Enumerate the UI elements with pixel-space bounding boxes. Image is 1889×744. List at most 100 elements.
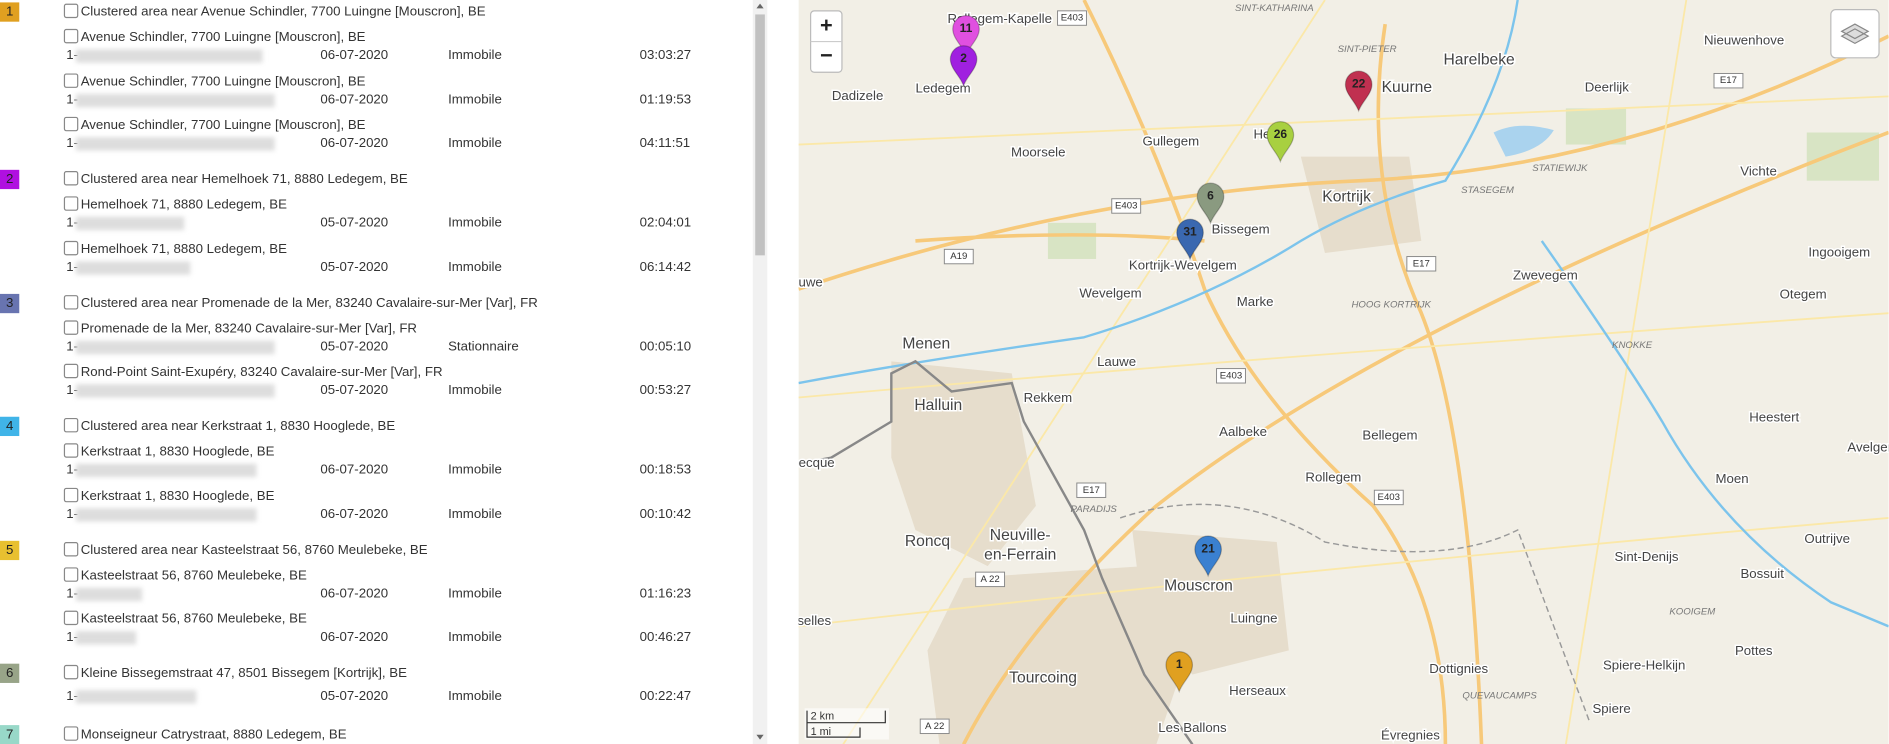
group-title: Clustered area near Hemelhoek 71, 8880 L… xyxy=(80,172,408,187)
item-time: 04:11:51 xyxy=(639,136,691,151)
road-label: A 22 xyxy=(980,574,999,585)
map[interactable]: Rollegem-KapelleLedegemDadizeleHarelbeke… xyxy=(798,0,1889,744)
place-label: Luingne xyxy=(1230,611,1277,626)
road-label: E403 xyxy=(1220,370,1242,381)
place-label: Rekkem xyxy=(1024,390,1073,405)
item-date: 05-07-2020 xyxy=(320,688,389,704)
place-label: Halluin xyxy=(914,397,962,414)
checkbox[interactable] xyxy=(63,541,79,556)
redacted-id xyxy=(75,260,191,275)
checkbox[interactable] xyxy=(63,196,79,211)
map-marker[interactable]: 31 xyxy=(1176,218,1204,261)
place-label: ecque xyxy=(799,455,835,470)
place-label: Dottignies xyxy=(1429,661,1488,676)
checkbox[interactable] xyxy=(63,28,79,44)
area-label: KOOIGEM xyxy=(1669,606,1716,617)
place-label: Spiere xyxy=(1592,701,1630,716)
place-label: Bossuit xyxy=(1740,566,1784,581)
scale-km: 2 km xyxy=(811,711,834,723)
road-shield xyxy=(1111,198,1142,214)
group-number: 7 xyxy=(0,725,20,744)
checkbox[interactable] xyxy=(63,417,79,433)
road-shield xyxy=(943,248,974,265)
map-marker[interactable]: 22 xyxy=(1344,70,1373,113)
scroll-down[interactable] xyxy=(756,734,764,740)
item-id: 1- xyxy=(66,688,79,704)
place-label: Vichte xyxy=(1740,164,1777,179)
place-label: Wevelgem xyxy=(1079,285,1141,300)
item-address: Hemelhoek 71, 8880 Ledegem, BE xyxy=(80,241,287,256)
redacted-id xyxy=(75,384,275,398)
marker-label: 26 xyxy=(1274,127,1288,141)
marker-label: 21 xyxy=(1201,541,1215,555)
road-label: E17 xyxy=(1083,485,1100,496)
place-label: Tourcoing xyxy=(1009,669,1077,686)
checkbox[interactable] xyxy=(63,3,79,19)
checkbox[interactable] xyxy=(63,240,79,255)
group-title: Clustered area near Promenade de la Mer,… xyxy=(80,295,538,311)
scroll-up[interactable] xyxy=(756,3,764,9)
place-label: Ingooigem xyxy=(1808,244,1870,259)
group-title: Clustered area near Kerkstraat 1, 8830 H… xyxy=(80,419,396,434)
area-label: STASEGEM xyxy=(1461,185,1515,196)
road-label: A 22 xyxy=(925,721,944,732)
map-marker[interactable]: 2 xyxy=(949,45,978,88)
checkbox[interactable] xyxy=(63,319,79,335)
place-label: Mouscron xyxy=(1164,578,1233,595)
place-label: Aalbeke xyxy=(1219,424,1267,439)
checkbox[interactable] xyxy=(63,171,79,186)
marker-label: 11 xyxy=(960,21,973,35)
zoom-in[interactable]: + xyxy=(820,12,833,37)
item-date: 06-07-2020 xyxy=(320,629,389,645)
item-status: Immobile xyxy=(448,585,502,601)
checkbox[interactable] xyxy=(63,610,79,626)
map-marker[interactable]: 11 xyxy=(952,15,980,58)
road-label: A19 xyxy=(950,251,967,262)
checkbox[interactable] xyxy=(63,664,79,680)
scroll-thumb[interactable] xyxy=(755,14,765,256)
item-status: Immobile xyxy=(448,383,502,398)
item-date: 05-07-2020 xyxy=(320,383,389,398)
layers-control[interactable] xyxy=(1830,9,1880,59)
checkbox[interactable] xyxy=(63,487,79,502)
area-label: QUEVAUCAMPS xyxy=(1462,691,1537,702)
zoom-control[interactable]: + − xyxy=(810,10,843,73)
place-label: Pottes xyxy=(1735,643,1773,658)
item-date: 05-07-2020 xyxy=(320,215,389,231)
place-label: Ledegem xyxy=(916,81,971,96)
map-marker[interactable]: 6 xyxy=(1196,182,1225,225)
scrollbar[interactable] xyxy=(752,0,768,744)
zoom-out[interactable]: − xyxy=(820,42,833,67)
checkbox[interactable] xyxy=(63,294,79,309)
item-address: Kasteelstraat 56, 8760 Meulebeke, BE xyxy=(80,567,307,583)
lake xyxy=(1493,125,1554,157)
item-date: 06-07-2020 xyxy=(320,92,389,107)
checkbox[interactable] xyxy=(63,566,79,582)
item-date: 05-07-2020 xyxy=(320,339,389,354)
checkbox[interactable] xyxy=(63,443,79,458)
place-label: Kuurne xyxy=(1382,79,1432,96)
place-label: Dadizele xyxy=(832,88,884,103)
minor-roads xyxy=(798,0,1889,744)
checkbox[interactable] xyxy=(63,363,79,379)
checkbox[interactable] xyxy=(63,726,79,741)
place-label: Sint-Denijs xyxy=(1615,549,1679,564)
checkbox[interactable] xyxy=(63,72,79,88)
map-marker[interactable]: 21 xyxy=(1194,535,1222,578)
map-marker[interactable]: 1 xyxy=(1165,651,1194,694)
group-title: Clustered area near Avenue Schindler, 77… xyxy=(80,4,486,20)
redacted-id xyxy=(75,93,275,107)
item-status: Immobile xyxy=(448,259,502,275)
item-id: 1- xyxy=(66,48,79,63)
item-address: Avenue Schindler, 7700 Luingne [Mouscron… xyxy=(80,74,366,89)
item-address: Promenade de la Mer, 83240 Cavalaire-sur… xyxy=(80,320,418,336)
group-number: 5 xyxy=(0,540,20,560)
item-address: Avenue Schindler, 7700 Luingne [Mouscron… xyxy=(80,118,366,133)
item-status: Immobile xyxy=(448,215,502,231)
checkbox[interactable] xyxy=(63,116,79,132)
group-number: 6 xyxy=(0,663,20,683)
place-label: Nieuwenhove xyxy=(1704,32,1784,47)
redacted-id xyxy=(75,137,275,151)
map-marker[interactable]: 26 xyxy=(1266,121,1295,164)
